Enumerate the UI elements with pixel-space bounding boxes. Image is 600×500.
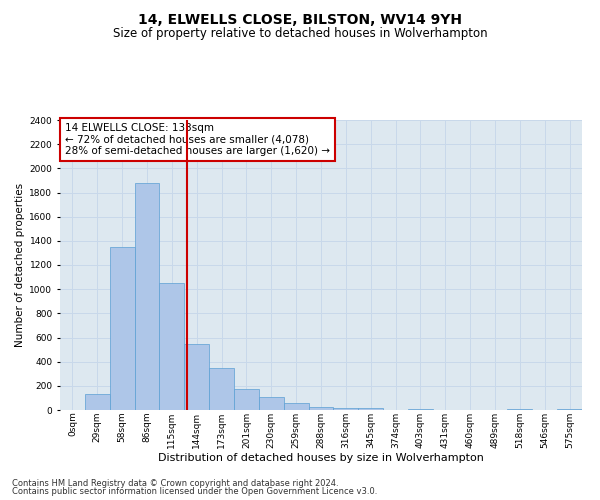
Bar: [259, 396, 284, 410]
Bar: [234, 390, 259, 410]
Bar: [184, 344, 209, 410]
Bar: [334, 408, 358, 410]
Text: Size of property relative to detached houses in Wolverhampton: Size of property relative to detached ho…: [113, 28, 487, 40]
Bar: [134, 183, 160, 410]
Bar: [110, 247, 134, 410]
Bar: [308, 407, 334, 410]
Y-axis label: Number of detached properties: Number of detached properties: [15, 183, 25, 347]
Bar: [160, 283, 184, 410]
Bar: [358, 408, 383, 410]
Bar: [408, 409, 433, 410]
Bar: [284, 404, 308, 410]
Bar: [209, 368, 234, 410]
Bar: [85, 394, 110, 410]
Text: 14 ELWELLS CLOSE: 133sqm
← 72% of detached houses are smaller (4,078)
28% of sem: 14 ELWELLS CLOSE: 133sqm ← 72% of detach…: [65, 123, 330, 156]
Text: Contains public sector information licensed under the Open Government Licence v3: Contains public sector information licen…: [12, 487, 377, 496]
Text: 14, ELWELLS CLOSE, BILSTON, WV14 9YH: 14, ELWELLS CLOSE, BILSTON, WV14 9YH: [138, 12, 462, 26]
Text: Contains HM Land Registry data © Crown copyright and database right 2024.: Contains HM Land Registry data © Crown c…: [12, 478, 338, 488]
X-axis label: Distribution of detached houses by size in Wolverhampton: Distribution of detached houses by size …: [158, 454, 484, 464]
